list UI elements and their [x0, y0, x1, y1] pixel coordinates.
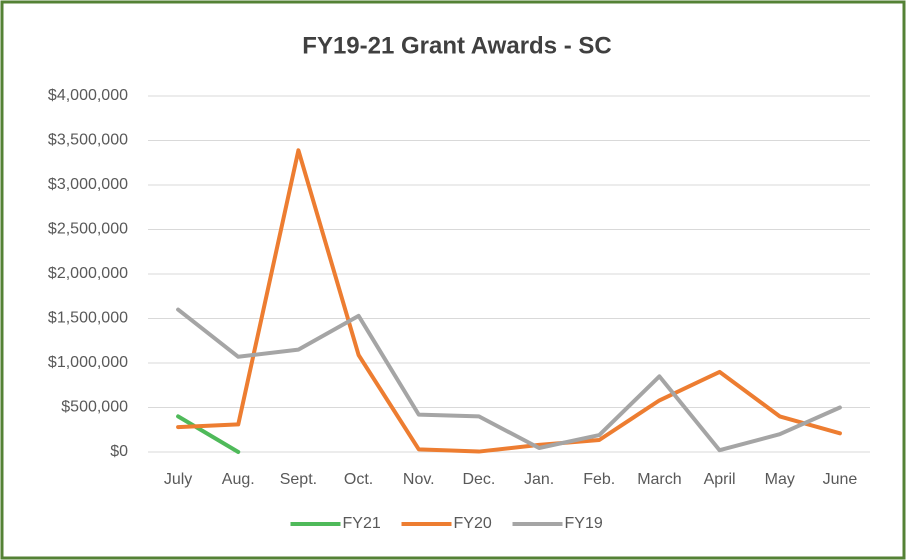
x-tick-label: Dec. [462, 471, 495, 488]
chart-title: FY19-21 Grant Awards - SC [302, 32, 611, 59]
x-tick-label: May [765, 471, 795, 488]
y-tick-label: $1,500,000 [48, 310, 128, 327]
x-tick-label: March [637, 471, 681, 488]
y-tick-label: $0 [110, 443, 128, 460]
x-tick-label: April [704, 471, 736, 488]
series-line [176, 307, 842, 453]
series-line [176, 148, 842, 454]
y-tick-label: $2,000,000 [48, 265, 128, 282]
x-tick-label: Nov. [403, 471, 435, 488]
series-line [176, 414, 241, 454]
x-tick-label: July [164, 471, 192, 488]
x-tick-label: Sept. [280, 471, 317, 488]
y-tick-label: $4,000,000 [48, 87, 128, 104]
x-tick-label: Jan. [524, 471, 554, 488]
y-tick-label: $3,500,000 [48, 132, 128, 149]
legend-label: FY20 [454, 515, 492, 532]
legend-label: FY19 [565, 515, 603, 532]
y-tick-label: $3,000,000 [48, 176, 128, 193]
y-tick-label: $1,000,000 [48, 354, 128, 371]
x-tick-label: Aug. [222, 471, 255, 488]
legend-label: FY21 [343, 515, 381, 532]
x-tick-label: Feb. [583, 471, 615, 488]
x-tick-label: Oct. [344, 471, 373, 488]
y-tick-label: $2,500,000 [48, 221, 128, 238]
y-tick-label: $500,000 [61, 399, 128, 416]
x-tick-label: June [823, 471, 858, 488]
